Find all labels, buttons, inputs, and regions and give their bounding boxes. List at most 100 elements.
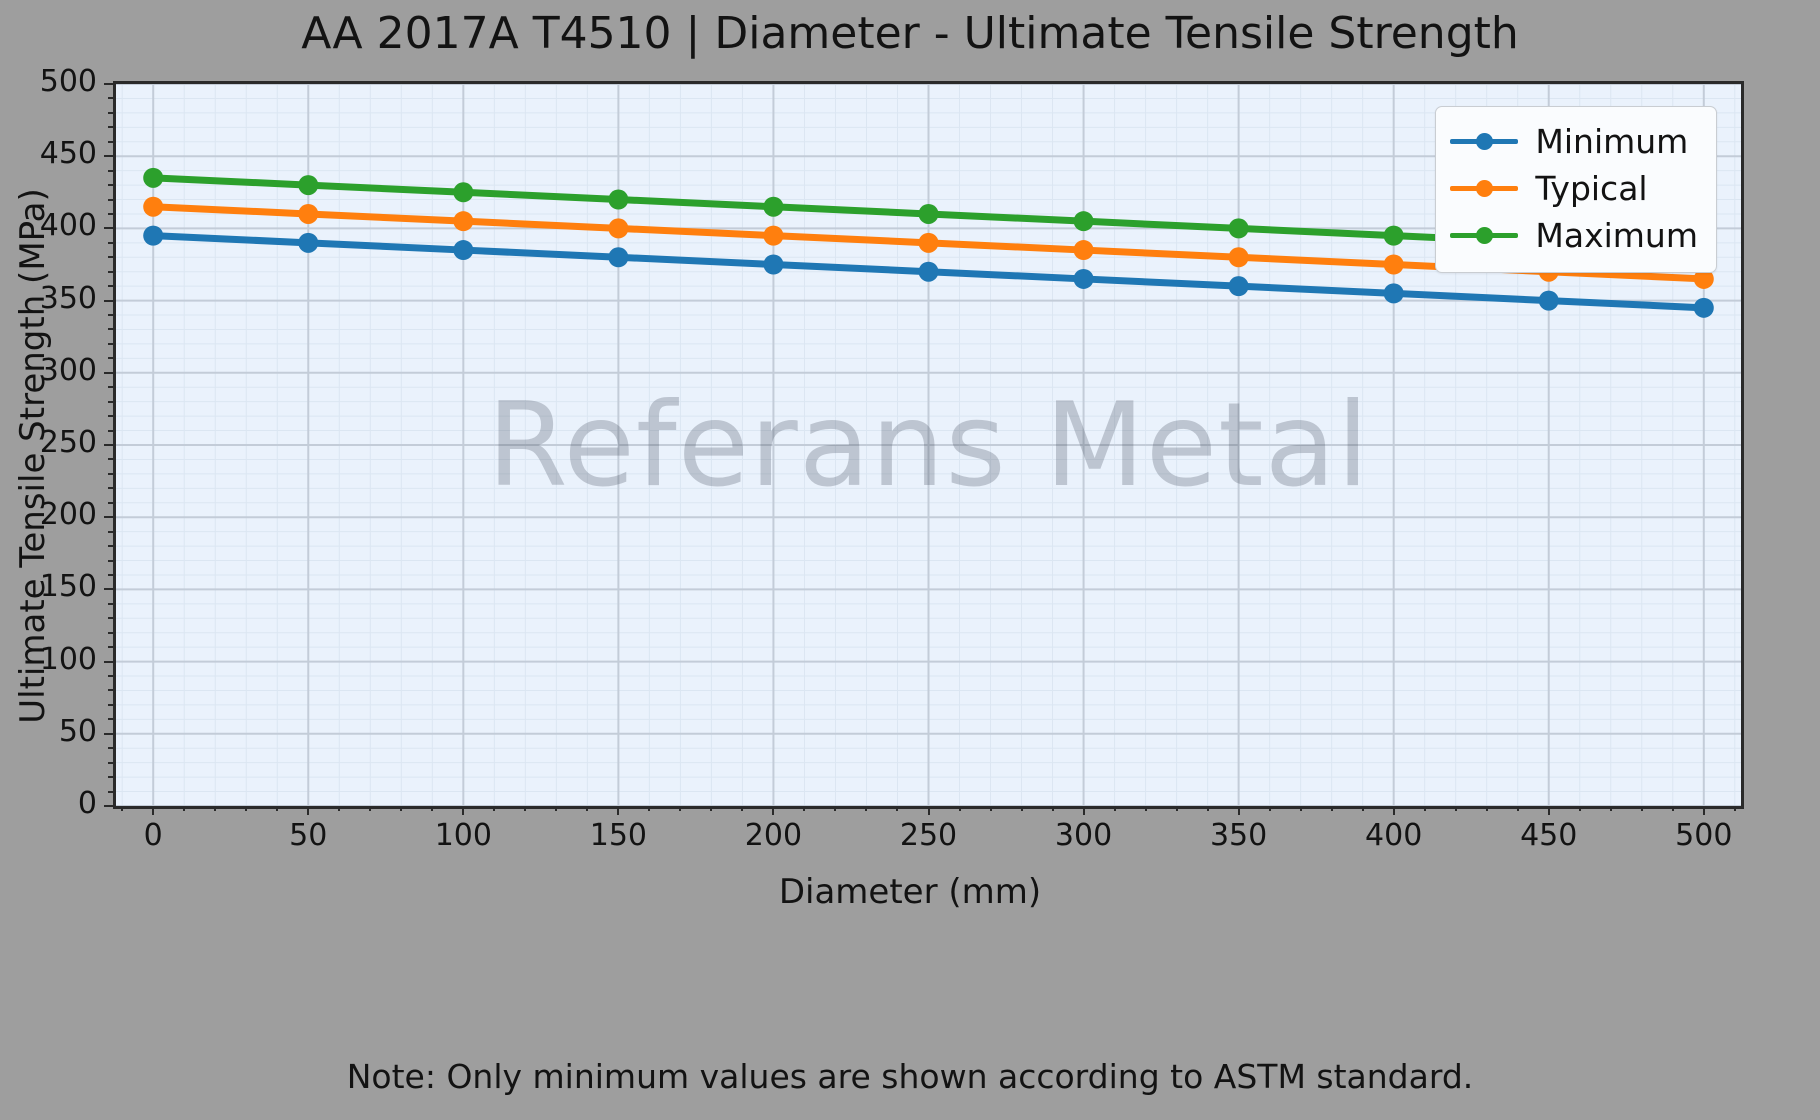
x-tick-label: 50 (289, 818, 328, 853)
data-point (298, 232, 319, 253)
x-tick-mark (1082, 806, 1085, 815)
y-minor-tick-mark (108, 256, 113, 259)
chart-title: AA 2017A T4510 | Diameter - Ultimate Ten… (301, 8, 1519, 59)
legend-item-minimum[interactable]: Minimum (1450, 118, 1698, 165)
y-minor-tick-mark (108, 140, 113, 143)
data-point (1693, 297, 1714, 318)
x-tick-mark (152, 806, 155, 815)
data-point (763, 254, 784, 275)
data-point (453, 182, 474, 203)
data-point (1538, 290, 1559, 311)
y-minor-tick-mark (108, 545, 113, 548)
y-tick-mark (104, 444, 113, 446)
data-point (1073, 211, 1094, 232)
y-minor-tick-mark (108, 617, 113, 620)
x-tick-label: 0 (143, 818, 163, 853)
y-minor-tick-mark (108, 747, 113, 750)
y-minor-tick-mark (108, 429, 113, 432)
y-tick-label: 150 (39, 569, 97, 605)
data-point (143, 225, 164, 246)
y-minor-tick-mark (108, 328, 113, 331)
figure-note: Note: Only minimum values are shown acco… (346, 1057, 1474, 1096)
x-tick-label: 350 (1209, 818, 1268, 853)
y-minor-tick-mark (108, 212, 113, 215)
legend-item-typical[interactable]: Typical (1450, 165, 1698, 212)
x-tick-mark (1547, 806, 1550, 815)
y-tick-mark (104, 299, 113, 302)
y-minor-tick-mark (108, 126, 113, 129)
y-minor-tick-mark (108, 241, 113, 244)
y-tick-label: 100 (39, 641, 97, 677)
x-tick-mark (772, 806, 775, 815)
y-tick-mark (104, 83, 113, 85)
y-minor-tick-mark (108, 169, 113, 172)
data-point (763, 225, 784, 246)
legend-item-maximum[interactable]: Maximum (1450, 212, 1698, 259)
data-point (608, 247, 629, 268)
data-point (1228, 247, 1249, 268)
x-tick-mark (1702, 806, 1705, 815)
x-tick-label: 400 (1365, 818, 1423, 853)
plot-area: Referans Metal Minimum Typical Maximum (113, 81, 1744, 809)
x-tick-mark (927, 806, 930, 815)
legend-swatch-icon (1450, 226, 1519, 246)
data-point (918, 232, 939, 253)
y-minor-tick-mark (108, 285, 113, 288)
legend-label: Maximum (1535, 216, 1698, 255)
y-tick-label: 500 (39, 64, 97, 99)
y-minor-tick-mark (108, 675, 113, 678)
data-point (453, 211, 474, 232)
y-minor-tick-mark (108, 111, 113, 114)
data-point (1383, 283, 1404, 304)
data-point (1383, 225, 1404, 246)
y-minor-tick-mark (108, 184, 113, 187)
x-tick-mark (617, 806, 620, 815)
y-tick-label: 300 (39, 352, 97, 388)
y-minor-tick-mark (108, 342, 113, 345)
y-minor-tick-mark (108, 703, 113, 706)
y-minor-tick-mark (108, 501, 113, 504)
y-tick-label: 450 (39, 136, 97, 172)
data-point (143, 196, 164, 217)
y-minor-tick-mark (108, 472, 113, 475)
y-minor-tick-mark (108, 357, 113, 360)
y-minor-tick-mark (108, 270, 113, 273)
y-tick-mark (104, 805, 113, 807)
y-tick-label: 50 (58, 713, 97, 749)
data-point (608, 218, 629, 239)
data-point (298, 175, 319, 196)
y-minor-tick-mark (108, 631, 113, 634)
x-tick-label: 150 (589, 818, 647, 853)
x-tick-label: 500 (1675, 818, 1733, 853)
y-minor-tick-mark (108, 314, 113, 317)
y-minor-tick-mark (108, 573, 113, 576)
x-tick-mark (1392, 806, 1395, 815)
y-tick-mark (104, 516, 113, 519)
legend-label: Minimum (1535, 122, 1689, 161)
data-point (1228, 218, 1249, 239)
y-minor-tick-mark (108, 458, 113, 461)
x-tick-label: 250 (899, 818, 958, 853)
y-tick-mark (104, 227, 113, 230)
y-minor-tick-mark (108, 487, 113, 490)
x-tick-mark (462, 806, 465, 815)
data-point (918, 203, 939, 224)
data-point (1073, 268, 1094, 289)
x-axis-label: Diameter (mm) (778, 872, 1042, 912)
legend-label: Typical (1535, 169, 1648, 208)
legend: Minimum Typical Maximum (1435, 106, 1717, 273)
y-tick-label: 400 (39, 208, 97, 244)
y-minor-tick-mark (108, 718, 113, 721)
y-tick-label: 350 (39, 280, 97, 316)
y-tick-mark (104, 371, 113, 374)
y-minor-tick-mark (108, 646, 113, 649)
y-minor-tick-mark (108, 602, 113, 605)
data-point (298, 203, 319, 224)
x-tick-mark (307, 806, 310, 815)
legend-swatch-icon (1450, 132, 1519, 152)
y-minor-tick-mark (108, 689, 113, 692)
x-tick-label: 100 (434, 818, 492, 853)
legend-swatch-icon (1450, 179, 1519, 199)
data-point (763, 196, 784, 217)
